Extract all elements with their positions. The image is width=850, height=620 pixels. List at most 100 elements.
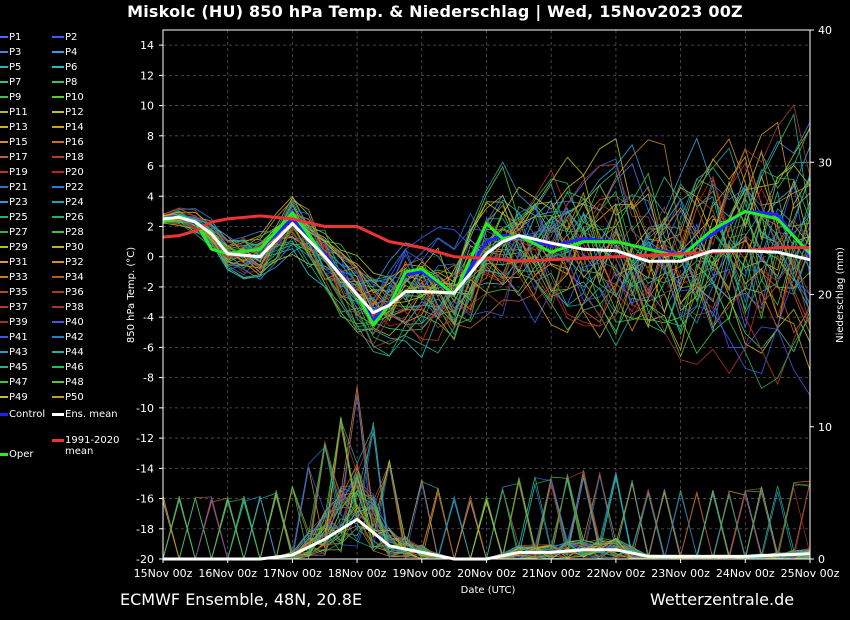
y-tick-label: 4: [147, 190, 154, 203]
legend-swatch: [0, 171, 8, 173]
y2-tick-label: 20: [818, 289, 832, 302]
legend-item-p26: P26: [52, 212, 84, 223]
legend-swatch: [52, 396, 64, 398]
legend-swatch: [0, 126, 8, 128]
legend-swatch: [52, 216, 64, 218]
member-precip-line: [163, 386, 811, 560]
legend-swatch: [0, 141, 8, 143]
y-tick-label: 2: [147, 220, 154, 233]
legend-label: P29: [9, 242, 28, 253]
member-precip-line: [163, 471, 811, 560]
legend-label: P7: [9, 77, 22, 88]
legend-label: P21: [9, 182, 28, 193]
legend-label: Control: [9, 409, 46, 420]
legend-label: P49: [9, 392, 28, 403]
legend-label: P15: [9, 137, 28, 148]
legend-item-control: Control: [0, 409, 45, 420]
legend-swatch: [52, 336, 64, 338]
member-temp-line: [162, 214, 811, 396]
legend-swatch: [52, 306, 64, 308]
member-temp-line: [162, 173, 811, 315]
legend-label: P9: [9, 92, 22, 103]
legend-label: P48: [65, 377, 84, 388]
legend-item-p20: P20: [52, 167, 84, 178]
legend-item-p10: P10: [52, 92, 84, 103]
legend-swatch: [0, 351, 8, 353]
legend-label: P35: [9, 287, 28, 298]
y-tick-label: -10: [136, 402, 154, 415]
legend-label: P39: [9, 317, 28, 328]
member-temp-line: [162, 137, 811, 288]
member-temp-line: [162, 182, 811, 323]
legend-swatch: [52, 438, 64, 442]
model-label: ECMWF Ensemble, 48N, 20.8E: [120, 590, 363, 609]
legend-label: P45: [9, 362, 28, 373]
legend-swatch: [52, 186, 64, 188]
legend-item-p48: P48: [52, 377, 84, 388]
x-tick-label: 25Nov 00z: [781, 567, 840, 580]
legend-item-p5: P5: [0, 62, 21, 73]
legend-label: P36: [65, 287, 84, 298]
legend-swatch: [52, 201, 64, 203]
legend-item-p37: P37: [0, 302, 28, 313]
legend-swatch: [0, 276, 8, 278]
legend-swatch: [0, 246, 8, 248]
y-tick-label: -2: [143, 281, 154, 294]
legend-item-p19: P19: [0, 167, 28, 178]
legend-swatch: [0, 412, 8, 416]
legend-item-p36: P36: [52, 287, 84, 298]
legend-item-p8: P8: [52, 77, 77, 88]
legend-swatch: [0, 321, 8, 323]
y-tick-label: 12: [140, 69, 154, 82]
legend-swatch: [52, 171, 64, 173]
legend-swatch: [52, 36, 64, 38]
legend-label: Ens. mean: [65, 409, 118, 420]
legend-label: Oper: [9, 449, 34, 460]
legend-swatch: [0, 306, 8, 308]
legend-item-p44: P44: [52, 347, 84, 358]
y-tick-label: -12: [136, 432, 154, 445]
legend-item-p14: P14: [52, 122, 84, 133]
legend-label: P22: [65, 182, 84, 193]
legend-swatch: [52, 111, 64, 113]
legend-swatch: [52, 412, 64, 416]
y2-axis-label: Niederschlag (mm): [835, 247, 846, 343]
y2-tick-label: 10: [818, 421, 832, 434]
chart-axes: 14121086420-2-4-6-8-10-12-14-16-18-2015N…: [126, 24, 846, 596]
y-tick-label: -4: [143, 311, 154, 324]
legend-item-p2: P2: [52, 32, 77, 43]
legend-label: P23: [9, 197, 28, 208]
y-tick-label: -14: [136, 462, 154, 475]
legend-item-p16: P16: [52, 137, 84, 148]
legend-swatch: [52, 81, 64, 83]
legend-label: P30: [65, 242, 84, 253]
legend-label: P40: [65, 317, 84, 328]
legend-label: P3: [9, 47, 22, 58]
series-line-precip-mean: [163, 517, 811, 561]
legend-item-p6: P6: [52, 62, 77, 73]
chart-title: Miskolc (HU) 850 hPa Temp. & Niederschla…: [127, 2, 743, 21]
legend-swatch: [52, 156, 64, 158]
legend-item-p18: P18: [52, 152, 84, 163]
x-tick-label: 19Nov 00z: [392, 567, 451, 580]
legend-label: P12: [65, 107, 84, 118]
legend-swatch: [0, 366, 8, 368]
y-tick-label: -8: [143, 372, 154, 385]
legend-label: P16: [65, 137, 84, 148]
y-tick-label: -6: [143, 341, 154, 354]
member-precip-line: [163, 472, 811, 560]
legend-swatch: [0, 291, 8, 293]
legend-swatch: [0, 36, 8, 38]
y2-tick-label: 30: [818, 156, 832, 169]
member-temp-line: [162, 206, 811, 389]
legend-swatch: [52, 366, 64, 368]
legend-label: P6: [65, 62, 78, 73]
legend-swatch: [52, 66, 64, 68]
legend-swatch: [0, 96, 8, 98]
legend-label: P42: [65, 332, 84, 343]
legend-label: P44: [65, 347, 84, 358]
y-tick-label: 10: [140, 100, 154, 113]
x-tick-label: 23Nov 00z: [651, 567, 710, 580]
x-tick-label: 24Nov 00z: [716, 567, 775, 580]
member-temp-line: [162, 172, 811, 325]
